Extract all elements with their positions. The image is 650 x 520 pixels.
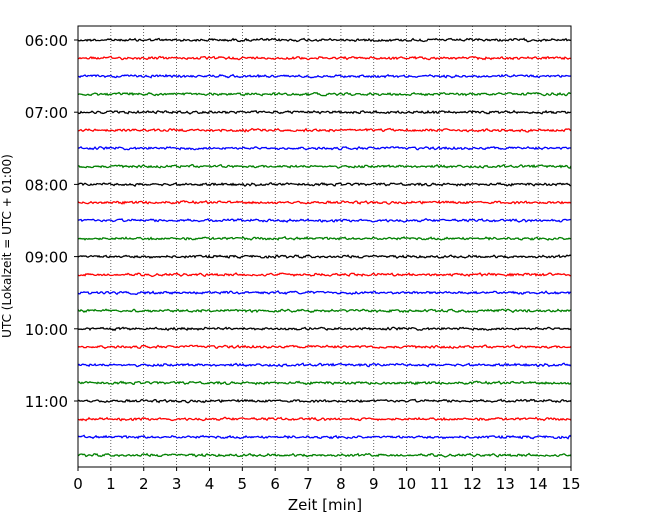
x-axis-ticks: 0 1 2 3 4 5 6 7 8 9 10 11 12 13 14 15 <box>73 467 581 493</box>
x-tick-label: 11 <box>430 475 449 493</box>
trace-line <box>77 199 572 205</box>
x-tick-label: 12 <box>463 475 482 493</box>
trace-line <box>77 416 572 422</box>
x-axis-label: Zeit [min] <box>288 496 362 514</box>
trace-line <box>78 127 572 133</box>
trace-line <box>77 398 572 404</box>
x-tick-label: 9 <box>369 475 379 493</box>
trace-line <box>77 434 572 440</box>
trace-line <box>77 55 572 61</box>
y-tick-label: 09:00 <box>25 249 68 267</box>
y-tick-label: 08:00 <box>25 176 68 194</box>
trace-line <box>77 235 572 241</box>
trace-line <box>77 362 572 368</box>
plot-frame <box>77 25 572 468</box>
trace-line <box>77 109 572 115</box>
x-tick-label: 1 <box>106 475 116 493</box>
y-tick-label: 10:00 <box>25 321 68 339</box>
x-tick-label: 13 <box>496 475 515 493</box>
y-tick-label: 11:00 <box>25 393 68 411</box>
trace-line <box>77 308 572 314</box>
trace-line <box>77 380 572 386</box>
x-tick-label: 8 <box>336 475 346 493</box>
trace-line <box>77 290 572 296</box>
x-tick-label: 6 <box>270 475 280 493</box>
x-tick-label: 3 <box>172 475 182 493</box>
trace-line <box>77 344 572 350</box>
trace-line <box>77 37 572 43</box>
seismic-traces <box>77 37 572 458</box>
trace-line <box>77 272 572 278</box>
trace-line <box>77 326 572 332</box>
x-tick-label: 7 <box>303 475 313 493</box>
x-tick-label: 2 <box>139 475 149 493</box>
y-tick-label: 07:00 <box>25 104 68 122</box>
x-tick-label: 14 <box>529 475 548 493</box>
x-tick-label: 0 <box>73 475 83 493</box>
y-axis-label: UTC (Lokalzeit = UTC + 01:00) <box>0 154 14 338</box>
trace-line <box>77 145 572 151</box>
trace-line <box>77 73 572 79</box>
trace-line <box>77 91 572 97</box>
y-axis-ticks: 06:00 07:00 08:00 09:00 10:00 11:00 <box>25 32 78 411</box>
trace-line <box>77 254 572 260</box>
trace-line <box>77 452 572 458</box>
y-tick-label: 06:00 <box>25 32 68 50</box>
x-tick-label: 15 <box>561 475 580 493</box>
trace-line <box>77 217 572 223</box>
x-tick-label: 10 <box>397 475 416 493</box>
x-tick-label: 4 <box>205 475 215 493</box>
trace-line <box>77 163 572 169</box>
trace-line <box>77 181 572 187</box>
x-tick-label: 5 <box>238 475 248 493</box>
